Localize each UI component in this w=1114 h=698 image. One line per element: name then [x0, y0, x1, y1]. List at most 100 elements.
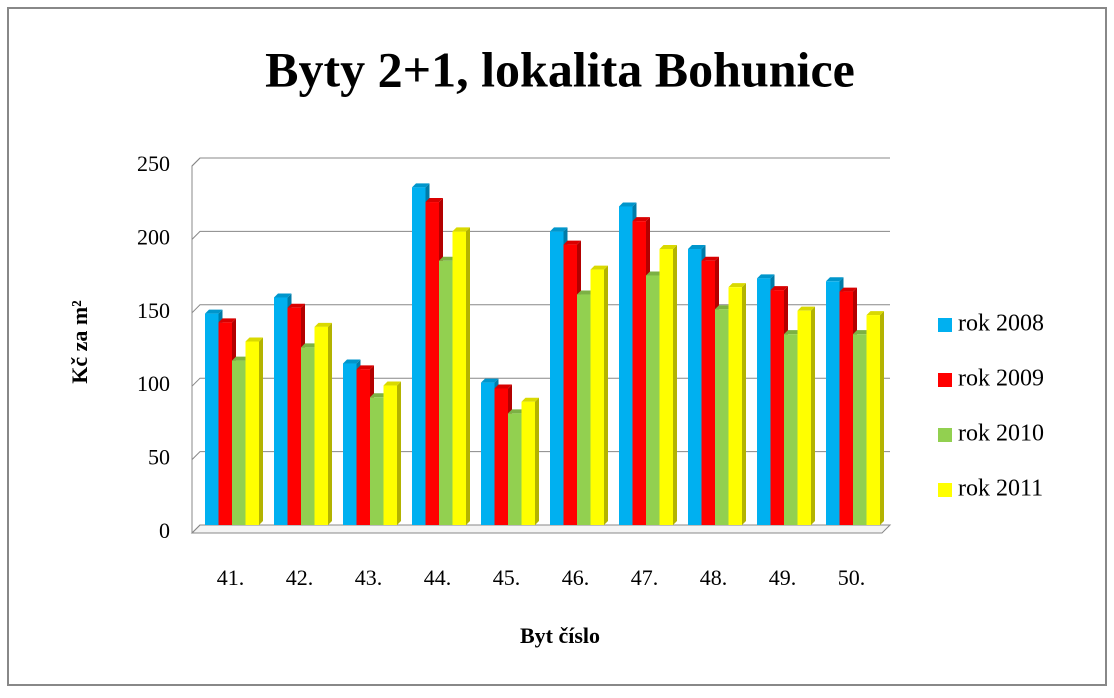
bar-top [757, 274, 775, 279]
bar [839, 291, 853, 525]
y-tick-label: 50 [148, 445, 170, 470]
x-tick-label: 47. [631, 565, 659, 590]
bar [314, 326, 328, 525]
y-tick-label: 250 [137, 151, 170, 176]
bar [715, 309, 729, 525]
bar-side [880, 311, 884, 525]
y-tick-label: 150 [137, 298, 170, 323]
bar [301, 347, 315, 525]
bar-top [452, 227, 470, 232]
bar-top [590, 265, 608, 270]
bar [232, 360, 246, 525]
x-tick-label: 44. [424, 565, 452, 590]
bar-side [673, 245, 677, 526]
bar-top [343, 359, 361, 364]
bar [550, 231, 564, 525]
bar-top [632, 217, 650, 222]
x-axis-title: Byt číslo [520, 623, 600, 648]
bar [826, 281, 840, 525]
bar [659, 249, 673, 526]
bar [770, 290, 784, 525]
bar [646, 275, 660, 525]
bar [343, 363, 357, 525]
x-tick-label: 42. [286, 565, 314, 590]
bar-top [701, 256, 719, 261]
floor [190, 524, 892, 534]
bar [563, 244, 577, 525]
bar [521, 401, 535, 525]
bar [452, 231, 466, 525]
bar [866, 315, 880, 525]
bar [383, 385, 397, 525]
bar-side [466, 227, 470, 525]
bar-top [425, 198, 443, 203]
x-tick-label: 48. [700, 565, 728, 590]
bar-top [784, 330, 802, 335]
bar [425, 202, 439, 526]
bar [245, 341, 259, 525]
bar-top [688, 245, 706, 250]
grid-line [191, 157, 890, 167]
bar [494, 388, 508, 525]
bar [701, 260, 715, 525]
x-tick-label: 46. [562, 565, 590, 590]
bar-top [494, 384, 512, 389]
bar-top [550, 227, 568, 232]
legend-label: rok 2009 [958, 366, 1044, 392]
bar-top [383, 381, 401, 386]
bar-top [508, 409, 526, 414]
bar [797, 310, 811, 525]
legend-swatch [938, 373, 952, 387]
bar-side [328, 322, 332, 525]
bar [853, 334, 867, 525]
bar [508, 413, 522, 525]
bar-top [245, 337, 263, 342]
bar-top [439, 256, 457, 261]
bar-side [604, 265, 608, 525]
bar-side [535, 397, 539, 525]
bar-top [563, 240, 581, 245]
bar-top [853, 330, 871, 335]
y-tick-label: 100 [137, 371, 170, 396]
y-tick-label: 0 [159, 518, 170, 543]
x-tick-label: 49. [769, 565, 797, 590]
bar [728, 287, 742, 525]
bar-top [866, 311, 884, 316]
bar [590, 269, 604, 525]
bar-top [577, 290, 595, 295]
bar [412, 187, 426, 526]
bar-top [370, 393, 388, 398]
bar [619, 206, 633, 525]
bar-top [728, 283, 746, 288]
legend-swatch [938, 318, 952, 332]
bar [577, 294, 591, 525]
bar-top [659, 245, 677, 250]
x-tick-label: 41. [217, 565, 245, 590]
bar-side [397, 381, 401, 525]
bar-side [259, 337, 263, 525]
legend-label: rok 2008 [958, 311, 1044, 337]
bar-top [646, 271, 664, 276]
bar-top [412, 183, 430, 188]
bar-top [839, 287, 857, 292]
bar-top [314, 322, 332, 327]
bar [274, 297, 288, 525]
legend-swatch [938, 483, 952, 497]
bar-top [274, 293, 292, 298]
bar [205, 313, 219, 525]
bar-top [770, 286, 788, 291]
bar-top [619, 202, 637, 207]
bar-top [205, 309, 223, 314]
y-tick-label: 200 [137, 224, 170, 249]
bar-top [826, 277, 844, 282]
bar-top [715, 305, 733, 310]
bar [632, 221, 646, 525]
x-tick-label: 43. [355, 565, 383, 590]
bar-top [287, 303, 305, 308]
bar-top [232, 356, 250, 361]
bar [218, 322, 232, 525]
bar-top [797, 306, 815, 311]
bar-side [742, 283, 746, 525]
grid-line [191, 230, 890, 240]
